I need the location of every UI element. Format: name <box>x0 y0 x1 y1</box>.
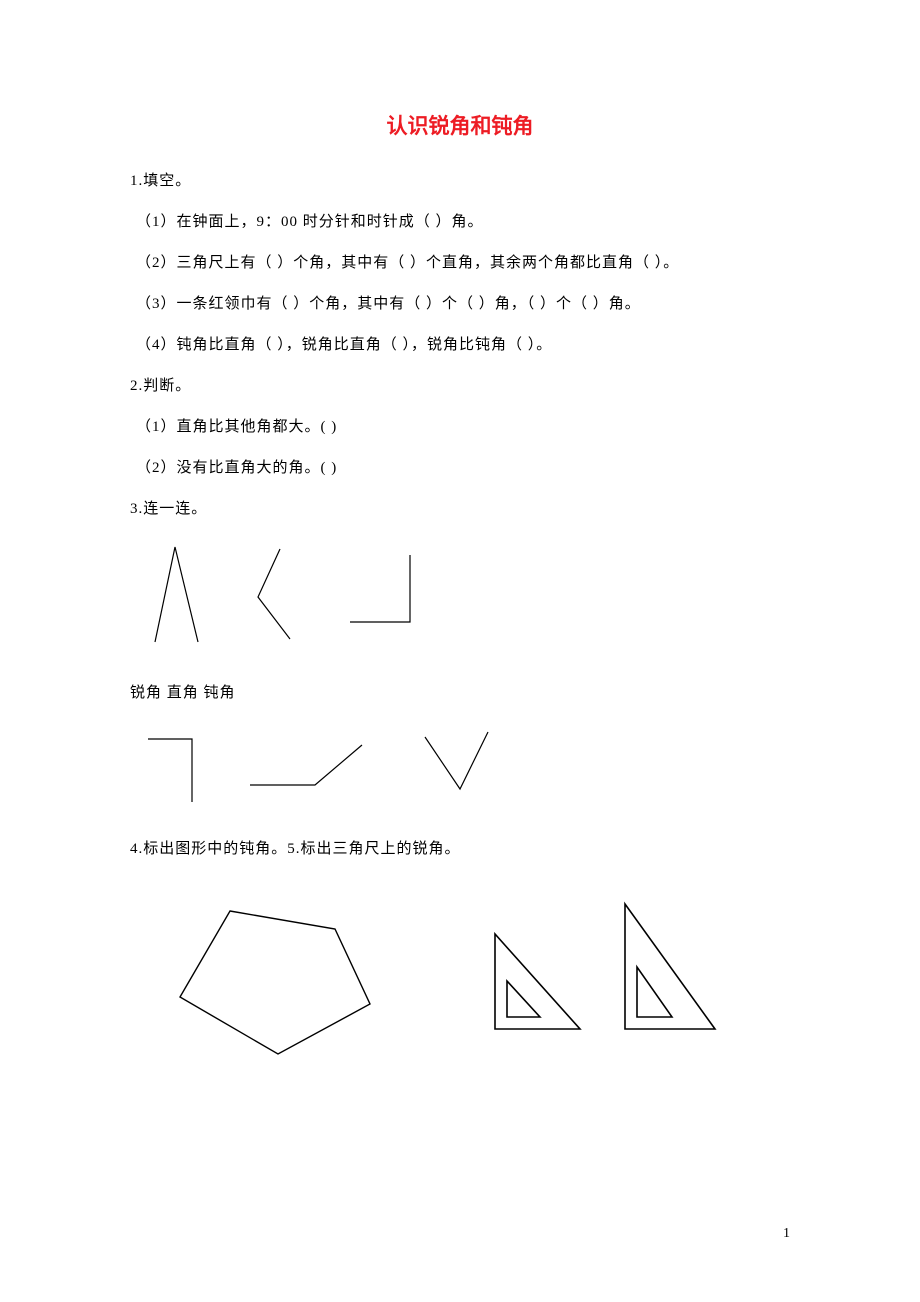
triangle-outer <box>625 904 715 1029</box>
q1-item: （3）一条红领巾有（ ）个角，其中有（ ）个（ ）角，（ ）个（ ）角。 <box>130 291 790 318</box>
angles-svg-2 <box>130 727 510 807</box>
q1-item: （1）在钟面上，9：00 时分针和时针成（ ）角。 <box>130 209 790 236</box>
q1-item: （4）钝角比直角（ ），锐角比直角（ ），锐角比钝角（ ）。 <box>130 332 790 359</box>
angle-shape <box>250 745 362 785</box>
page-number: 1 <box>783 1226 790 1242</box>
angles-svg-1 <box>130 537 430 647</box>
angle-shape <box>258 549 290 639</box>
angle-shape <box>148 739 192 802</box>
angle-shape <box>425 732 488 789</box>
q2-head: 2.判断。 <box>130 373 790 400</box>
triangle-inner <box>637 967 672 1017</box>
q3-labels: 锐角 直角 钝角 <box>130 680 790 707</box>
q4-shapes <box>130 899 790 1059</box>
q1-head: 1.填空。 <box>130 168 790 195</box>
angle-shape <box>155 547 198 642</box>
q3-head: 3.连一连。 <box>130 496 790 523</box>
page-title: 认识锐角和钝角 <box>130 110 790 140</box>
q2-item: （2）没有比直角大的角。( ) <box>130 455 790 482</box>
angle-shape <box>350 555 410 622</box>
q3-angles-row2 <box>130 727 790 812</box>
q2-item: （1）直角比其他角都大。( ) <box>130 414 790 441</box>
q4-head: 4.标出图形中的钝角。5.标出三角尺上的锐角。 <box>130 836 790 863</box>
q1-item: （2）三角尺上有（ ）个角，其中有（ ）个直角，其余两个角都比直角（ ）。 <box>130 250 790 277</box>
triangle-inner <box>507 981 540 1017</box>
pentagon-svg <box>160 899 380 1059</box>
triangles-svg <box>480 899 730 1049</box>
q3-angles-row1 <box>130 537 790 652</box>
pentagon <box>180 911 370 1054</box>
